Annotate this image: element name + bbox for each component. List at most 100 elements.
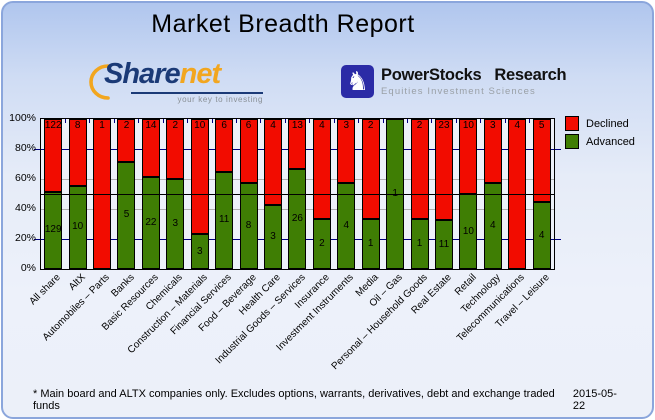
top-boundary-tick: [113, 119, 115, 123]
advanced-value-label: 11: [218, 214, 230, 226]
advanced-value-label: 26: [291, 213, 303, 224]
top-boundary-tick: [64, 119, 66, 123]
top-boundary-tick: [480, 119, 482, 123]
declined-value-label: 3: [490, 120, 496, 131]
advanced-value-label: 4: [538, 229, 545, 241]
advanced-value-label: 22: [145, 217, 157, 229]
bar-segment-declined: [215, 119, 234, 172]
declined-value-label: 13: [291, 120, 303, 131]
advanced-value-label: 1: [416, 238, 423, 249]
top-boundary-tick: [529, 119, 531, 123]
bar-segment-advanced: [68, 185, 87, 269]
top-boundary-tick: [211, 119, 213, 123]
bar-segment-advanced: [312, 219, 331, 269]
top-boundary-tick: [89, 119, 91, 123]
y-axis-label: 60%: [14, 172, 36, 184]
sharenet-arc-icon: [89, 64, 110, 100]
top-boundary-tick: [358, 119, 360, 123]
y-axis-tick: [34, 149, 40, 150]
sharenet-wordmark: Sharenet: [104, 58, 221, 91]
powerstocks-title-word2: Research: [494, 66, 567, 84]
powerstocks-text: PowerStocks Research Equities Investment…: [381, 66, 567, 97]
declined-value-label: 10: [462, 120, 474, 131]
bar-Investment Instruments: 34: [337, 119, 356, 269]
bar-Travel – Leisure: 54: [532, 119, 551, 269]
advanced-value-label: 10: [72, 221, 84, 233]
y-axis-label: 40%: [14, 202, 36, 214]
y-axis-tick: [34, 239, 40, 240]
top-boundary-tick: [431, 119, 433, 123]
advanced-value-label: 4: [343, 220, 350, 232]
bar-segment-declined: [434, 119, 453, 221]
sharenet-logo: Sharenet your key to investing: [89, 58, 274, 106]
declined-value-label: 2: [172, 120, 179, 131]
top-boundary-tick: [406, 119, 408, 123]
advanced-value-label: 3: [196, 245, 203, 257]
footer-note: * Main board and ALTX companies only. Ex…: [33, 388, 555, 412]
y-axis-label: 0%: [20, 262, 36, 274]
declined-value-label: 3: [343, 120, 350, 131]
bar-segment-declined: [410, 119, 429, 219]
declined-value-label: 4: [514, 120, 520, 131]
advanced-value-label: 2: [319, 238, 325, 249]
fifty-percent-line: [41, 194, 554, 195]
top-boundary-tick: [138, 119, 140, 123]
y-axis-tick: [555, 239, 561, 240]
bar-segment-declined: [337, 119, 356, 184]
legend-item-declined: Declined: [565, 116, 635, 131]
legend-item-advanced: Advanced: [565, 134, 635, 149]
bar-Food – Beverage: 68: [239, 119, 258, 269]
declined-value-label: 6: [245, 120, 252, 131]
advanced-value-label: 1: [367, 238, 374, 249]
plot-area: 1221298101251422231036116843132642342112…: [34, 118, 561, 270]
bar-AltX: 8 10: [68, 119, 87, 269]
declined-value-label: 6: [221, 120, 227, 131]
bar-segment-advanced: [44, 191, 63, 269]
bar-Real Estate: 23 11: [434, 119, 453, 269]
bar-segment-declined: [288, 119, 307, 169]
advanced-value-label: 11: [438, 238, 450, 250]
bar-segment-advanced: [434, 220, 453, 269]
declined-value-label: 1: [99, 120, 105, 131]
advanced-value-label: 4: [490, 220, 496, 232]
bar-segment-declined: [532, 119, 551, 203]
bar-segment-advanced: [239, 183, 258, 269]
declined-value-label: 8: [74, 120, 81, 131]
declined-value-label: 4: [319, 120, 325, 131]
bar-segment-advanced: [166, 179, 185, 269]
legend-label-advanced: Advanced: [586, 135, 635, 148]
top-boundary-tick: [235, 119, 237, 123]
bar-All share: 122 129: [44, 119, 63, 269]
declined-value-label: 2: [367, 120, 374, 131]
advanced-value-label: 3: [270, 230, 276, 242]
bar-segment-declined: [117, 119, 136, 162]
powerstocks-logo: ♞ PowerStocks Research Equities Investme…: [341, 65, 567, 98]
bar-segment-advanced: [141, 177, 160, 269]
bar-segment-advanced: [532, 202, 551, 269]
declined-value-label: 2: [416, 120, 423, 131]
bar-segment-declined: [44, 119, 63, 192]
bar-segment-declined: [361, 119, 380, 219]
advanced-value-label: 8: [245, 220, 252, 232]
bar-segment-declined: [141, 119, 160, 178]
bars-container: 1221298101251422231036116843132642342112…: [41, 119, 554, 269]
legend-label-declined: Declined: [586, 117, 629, 130]
declined-value-label: 5: [538, 120, 545, 131]
top-boundary-tick: [504, 119, 506, 123]
advanced-value-label: 5: [123, 209, 130, 221]
chart-legend: Declined Advanced: [565, 116, 635, 152]
top-boundary-tick: [382, 119, 384, 123]
declined-value-label: 23: [438, 120, 450, 131]
y-axis-label: 100%: [9, 112, 36, 124]
top-boundary-tick: [187, 119, 189, 123]
y-axis-label: 80%: [14, 142, 36, 154]
y-axis-label: 20%: [14, 232, 36, 244]
bar-Basic Resources: 14 22: [141, 119, 160, 269]
bar-segment-declined: [459, 119, 478, 194]
bar-segment-declined: [190, 119, 209, 235]
bar-Health Care: 43: [264, 119, 282, 269]
y-axis-tick: [555, 149, 561, 150]
